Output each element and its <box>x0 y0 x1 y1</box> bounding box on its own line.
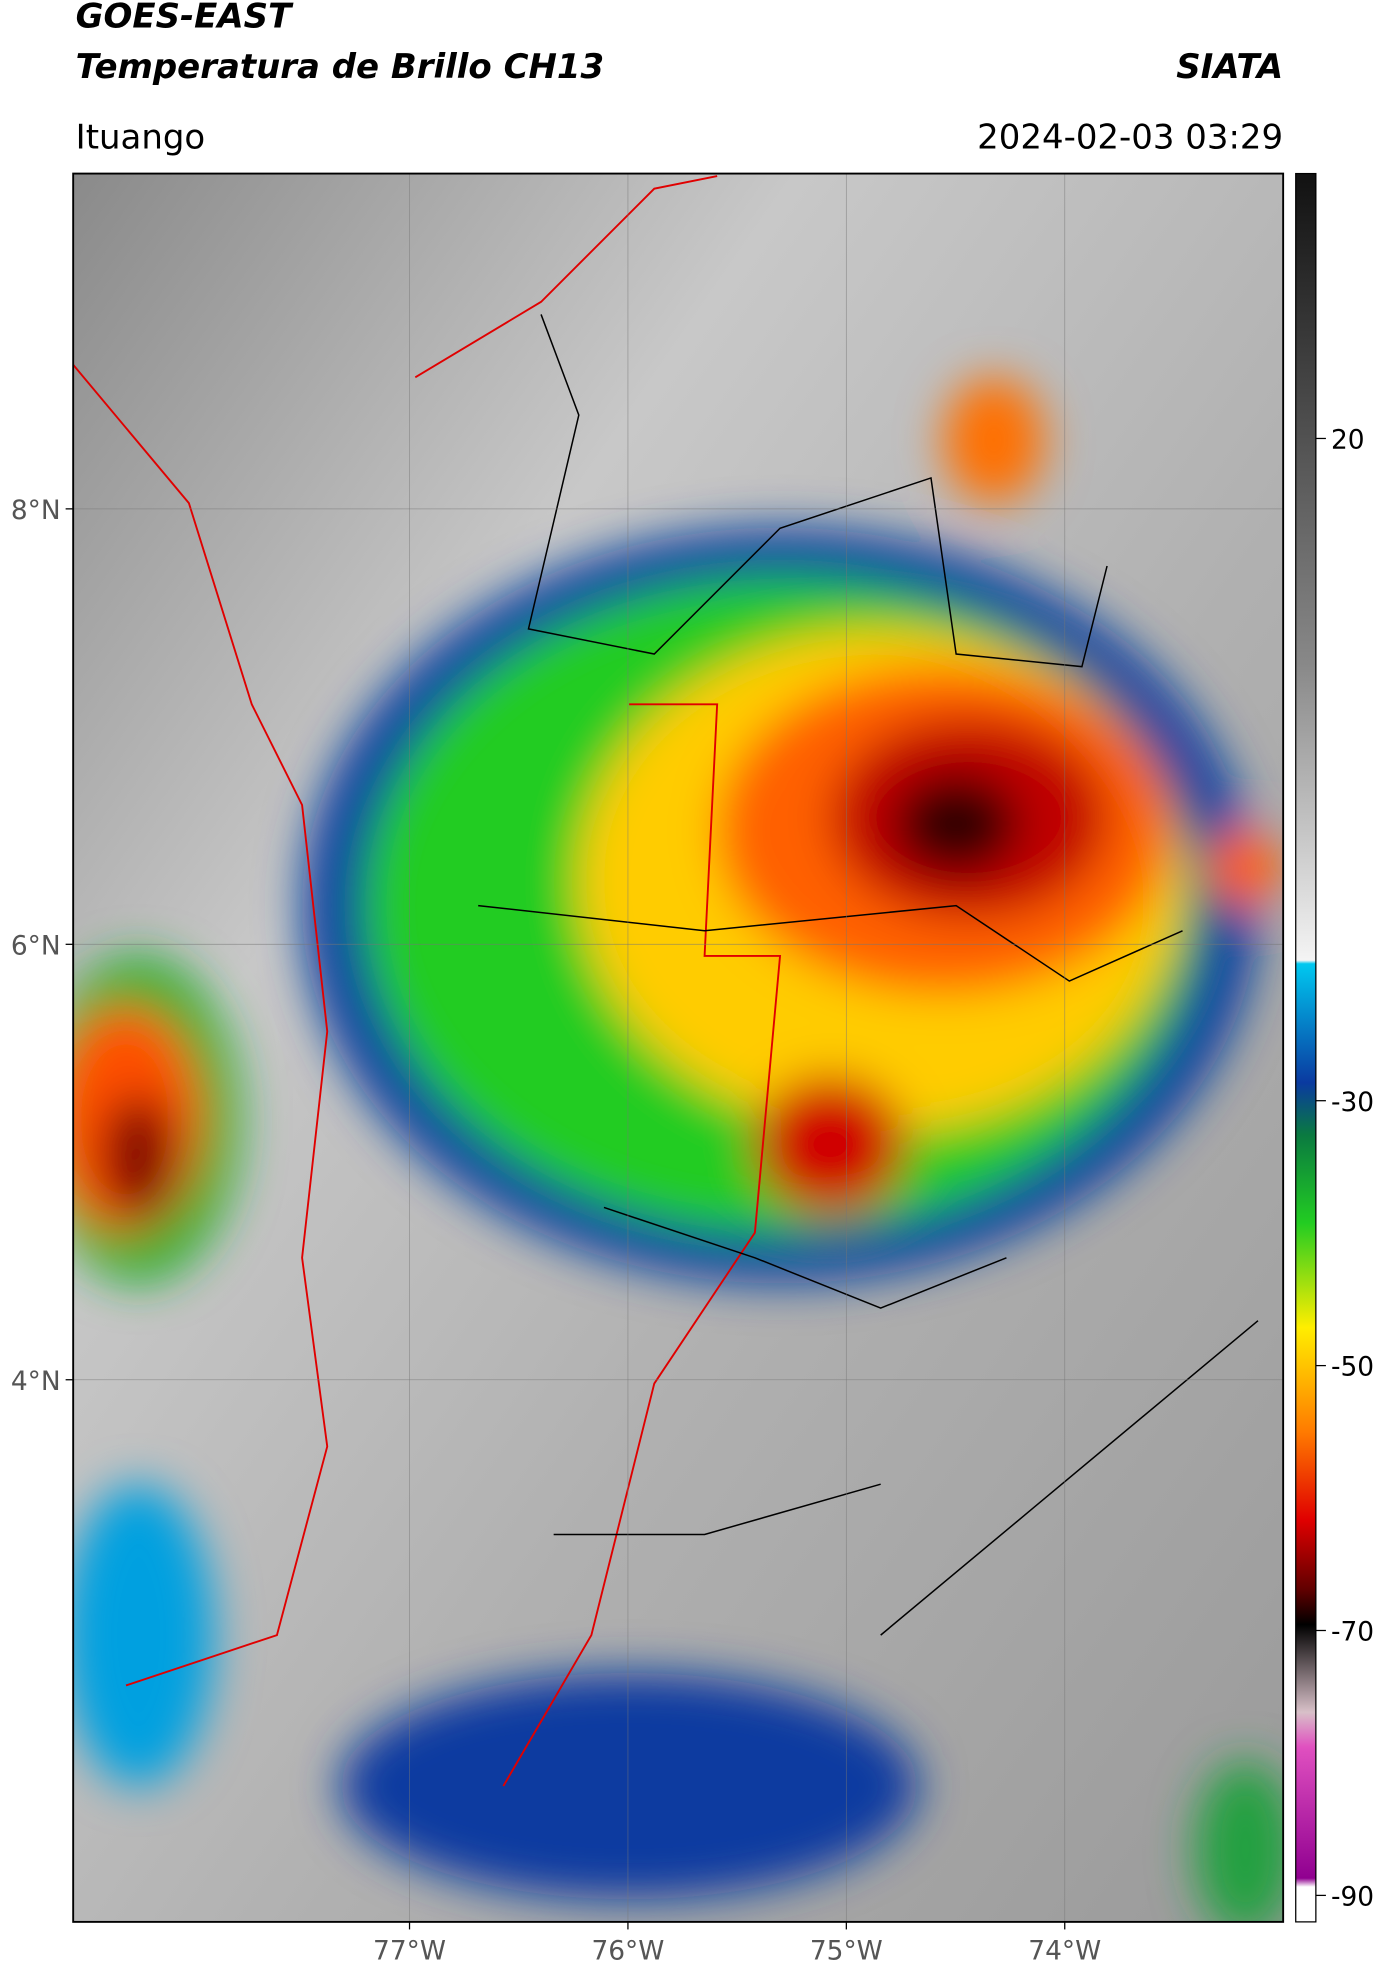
map-grid: 77°W 76°W 75°W 74°W 8°N 6°N 4°N <box>11 173 1284 1967</box>
colorbar-tick-label: -90 <box>1331 1881 1374 1912</box>
x-tick-label: 76°W <box>591 1936 664 1967</box>
datetime: 2024-02-03 03:29 <box>977 117 1283 157</box>
y-tick-label: 6°N <box>11 930 61 961</box>
y-tick-label: 4°N <box>11 1366 61 1397</box>
x-tick-label: 75°W <box>810 1936 883 1967</box>
title: GOES-EAST <box>76 0 294 37</box>
brand: SIATA <box>1176 47 1283 87</box>
map-frame <box>72 172 1285 1923</box>
colorbar-tick-label: -70 <box>1331 1617 1374 1648</box>
colorbar-tick-label: 20 <box>1331 425 1365 456</box>
x-tick-label: 74°W <box>1028 1936 1101 1967</box>
colorbar-ticks: 20 -30 -50 -70 -90 <box>1315 425 1374 1912</box>
location: Ituango <box>76 117 206 157</box>
x-tick-label: 77°W <box>373 1936 446 1967</box>
colorbar <box>1295 172 1317 1923</box>
satellite-image <box>73 173 1284 1922</box>
colorbar-tick-label: -50 <box>1331 1352 1374 1383</box>
colorbar-tick-label: -30 <box>1331 1087 1374 1118</box>
y-tick-label: 8°N <box>11 495 61 526</box>
subtitle: Temperatura de Brillo CH13 <box>76 47 604 87</box>
